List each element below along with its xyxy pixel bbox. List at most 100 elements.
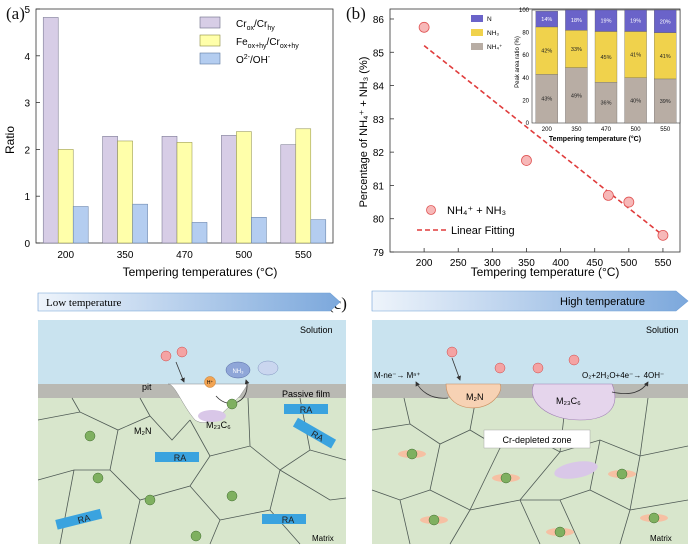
inset-bar-label: 14% bbox=[541, 17, 552, 23]
schematic-panel-c: Low temperature High temperature Solutio… bbox=[37, 290, 689, 545]
cl-ion-left-1 bbox=[160, 350, 172, 362]
cr-depleted-box bbox=[483, 429, 591, 449]
chart-a-xtick-label: 350 bbox=[117, 250, 134, 261]
legend-marker-nh bbox=[426, 205, 436, 215]
chart-b-frame bbox=[389, 8, 681, 253]
reaction-label-1: M-ne⁻→ Mⁿ⁺ bbox=[374, 371, 420, 380]
bar-fe bbox=[295, 128, 312, 244]
legend-label-cr: Crox/Crhy bbox=[236, 19, 275, 32]
n-atom-left-1 bbox=[226, 398, 238, 410]
solution-label-right: Solution bbox=[646, 325, 679, 335]
inset-bar-n bbox=[565, 9, 588, 31]
bar-fe bbox=[236, 131, 252, 244]
nh3-bubble bbox=[225, 361, 251, 379]
chart-a-ytick-label: 0 bbox=[24, 239, 30, 250]
inset-legend-label-nh4: NH₄⁺ bbox=[487, 44, 503, 51]
inset-bar-label: 43% bbox=[541, 97, 552, 103]
inset-bar-label: 45% bbox=[600, 55, 611, 61]
bar-o bbox=[72, 206, 89, 244]
chart-a-xtick-label: 550 bbox=[295, 250, 312, 261]
inset-legend-swatch-nh3 bbox=[471, 29, 483, 36]
inset-legend: N NH₃ NH₄⁺ bbox=[471, 15, 503, 51]
m23c6-label-left: M₂₃C₆ bbox=[206, 420, 231, 430]
chart-b-ytick-label: 85 bbox=[373, 48, 385, 59]
high-temperature-box: M₂N M₂₃C₆ Cr-depleted zone Solution M-ne… bbox=[371, 320, 689, 545]
inset-xtick-label: 200 bbox=[542, 127, 553, 133]
matrix-label-right: Matrix bbox=[650, 534, 672, 543]
legend-swatch-fe bbox=[199, 34, 221, 47]
m2n-particle-right bbox=[445, 383, 502, 409]
inset-legend-label-nh3: NH₃ bbox=[487, 30, 499, 37]
fit-line bbox=[423, 44, 664, 236]
solution-region-right bbox=[372, 320, 688, 384]
inset-bar-label: 18% bbox=[571, 18, 582, 24]
pit-left bbox=[167, 383, 249, 423]
chart-b-xtick-label: 550 bbox=[655, 258, 672, 269]
m23c6-particle-right bbox=[532, 383, 616, 421]
svg-text:RA: RA bbox=[174, 453, 187, 463]
cl-ions-right bbox=[446, 346, 580, 374]
chart-b-ytick-label: 82 bbox=[373, 148, 385, 159]
inset-xtick-label: 470 bbox=[601, 127, 612, 133]
inset-bar-label: 19% bbox=[630, 19, 641, 25]
cr-depleted-label: Cr-depleted zone bbox=[502, 435, 571, 445]
chart-b-percentage: Percentage of NH₄⁺ + NH₃ (%) Tempering t… bbox=[358, 8, 681, 279]
svg-text:RA: RA bbox=[300, 405, 313, 415]
inset-ytick-label: 40 bbox=[522, 76, 529, 82]
bar-o bbox=[310, 219, 327, 244]
chart-a-ytick-label: 1 bbox=[24, 192, 30, 203]
panel-a-label: (a) bbox=[6, 4, 25, 23]
legend-swatch-cr bbox=[199, 16, 221, 29]
solution-region-left bbox=[38, 320, 346, 384]
svg-text:RA: RA bbox=[77, 513, 92, 526]
inset-xlabel: Tempering temperature (°C) bbox=[549, 135, 641, 143]
inset-bar-label: 41% bbox=[660, 54, 671, 60]
chart-b-ytick-label: 86 bbox=[373, 15, 385, 26]
inset-bar-label: 20% bbox=[660, 19, 671, 25]
chart-a-xtick-label: 470 bbox=[176, 250, 193, 261]
legend-label-o: O2-/OH- bbox=[236, 54, 271, 66]
n-atoms-right bbox=[398, 448, 668, 538]
bar-cr bbox=[280, 144, 297, 244]
chart-a-ytick-label: 4 bbox=[24, 52, 30, 63]
n-atoms-left bbox=[84, 430, 238, 542]
reaction-arrow-left bbox=[175, 361, 185, 383]
reaction-arrow-right-3 bbox=[611, 381, 649, 394]
chart-a-xlabel: Tempering temperatures (°C) bbox=[123, 265, 278, 279]
inset-legend-swatch-nh4 bbox=[471, 43, 483, 50]
reaction-arrow-right-1 bbox=[451, 357, 461, 381]
chart-b-ytick-label: 84 bbox=[373, 82, 385, 93]
low-temperature-box: Solution Passive film pit M₂N M₂₃C₆ NH₃ … bbox=[37, 320, 347, 545]
inset-xtick-label: 500 bbox=[631, 127, 642, 133]
chart-b-ytick-label: 80 bbox=[373, 215, 385, 226]
ra-bars-left: RA RA RA RA RA bbox=[55, 404, 337, 530]
chart-b-xtick-label: 450 bbox=[586, 258, 603, 269]
high-temperature-arrow: High temperature bbox=[371, 290, 689, 312]
panel-b-label: (b) bbox=[346, 4, 366, 23]
m2n-label-right: M₂N bbox=[466, 392, 484, 402]
inset-bar-label: 41% bbox=[630, 53, 641, 59]
low-temperature-arrow: Low temperature bbox=[37, 292, 341, 312]
solution-label-left: Solution bbox=[300, 325, 333, 335]
chart-b-ylabel: Percentage of NH₄⁺ + NH₃ (%) bbox=[358, 57, 370, 208]
reaction-label-2: O₂+2H₂O+4e⁻→ 4OH⁻ bbox=[582, 371, 664, 380]
inset-bar-n bbox=[624, 9, 647, 32]
high-temperature-label: High temperature bbox=[560, 296, 645, 308]
inset-ytick-label: 100 bbox=[519, 8, 530, 14]
chart-a-xtick-label: 200 bbox=[57, 250, 74, 261]
bar-o bbox=[132, 203, 148, 244]
scatter-point bbox=[623, 196, 635, 208]
chart-b-ytick-label: 79 bbox=[373, 248, 385, 259]
chart-b-xtick-label: 250 bbox=[450, 258, 467, 269]
h-ion-label: H⁺ bbox=[207, 380, 214, 386]
inset-bar-label: 42% bbox=[541, 49, 552, 55]
legend-label-fit: Linear Fitting bbox=[451, 225, 515, 237]
h-ion bbox=[204, 376, 216, 388]
chart-b-ytick-label: 81 bbox=[373, 181, 385, 192]
passive-film-right bbox=[372, 384, 688, 398]
inset-legend-label-n: N bbox=[487, 16, 492, 23]
inset-bar-label: 49% bbox=[571, 93, 582, 99]
inset-bar-n bbox=[654, 9, 677, 33]
bar-fe bbox=[117, 140, 133, 244]
chart-a-xtick-label: 500 bbox=[236, 250, 253, 261]
